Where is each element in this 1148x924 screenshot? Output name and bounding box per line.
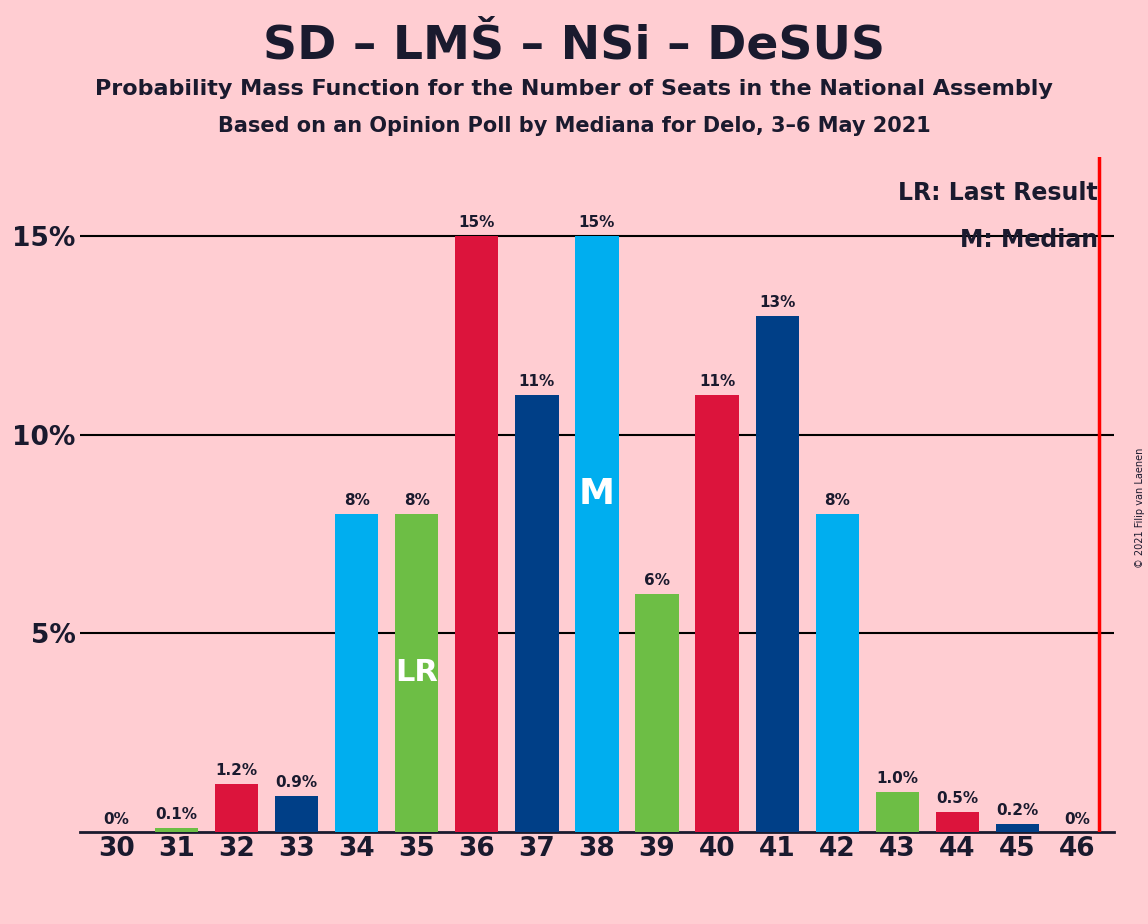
Bar xyxy=(335,514,379,832)
Text: 8%: 8% xyxy=(343,493,370,508)
Text: 13%: 13% xyxy=(759,295,796,310)
Text: 0.2%: 0.2% xyxy=(996,803,1039,818)
Bar xyxy=(276,796,318,832)
Bar xyxy=(995,823,1039,832)
Text: 11%: 11% xyxy=(699,374,735,389)
Bar xyxy=(456,237,498,832)
Bar xyxy=(575,237,619,832)
Text: M: M xyxy=(579,478,615,511)
Text: 0.5%: 0.5% xyxy=(937,791,978,806)
Text: 6%: 6% xyxy=(644,573,670,588)
Bar xyxy=(696,395,738,832)
Text: 1.0%: 1.0% xyxy=(876,771,918,786)
Bar xyxy=(155,828,199,832)
Text: 15%: 15% xyxy=(579,215,615,230)
Text: LR: Last Result: LR: Last Result xyxy=(899,181,1097,205)
Text: 0%: 0% xyxy=(1064,812,1091,827)
Bar xyxy=(876,792,918,832)
Text: © 2021 Filip van Laenen: © 2021 Filip van Laenen xyxy=(1134,448,1145,568)
Text: 11%: 11% xyxy=(519,374,554,389)
Text: 1.2%: 1.2% xyxy=(216,763,257,778)
Bar xyxy=(215,784,258,832)
Bar xyxy=(936,812,979,832)
Text: Probability Mass Function for the Number of Seats in the National Assembly: Probability Mass Function for the Number… xyxy=(95,79,1053,99)
Text: LR: LR xyxy=(395,659,439,687)
Bar xyxy=(395,514,439,832)
Text: 0%: 0% xyxy=(103,812,130,827)
Text: 0.9%: 0.9% xyxy=(276,775,318,790)
Bar xyxy=(815,514,859,832)
Text: Based on an Opinion Poll by Mediana for Delo, 3–6 May 2021: Based on an Opinion Poll by Mediana for … xyxy=(218,116,930,136)
Text: 0.1%: 0.1% xyxy=(155,807,197,821)
Text: 8%: 8% xyxy=(404,493,429,508)
Bar xyxy=(635,593,678,832)
Bar xyxy=(755,316,799,832)
Bar xyxy=(515,395,559,832)
Text: 15%: 15% xyxy=(459,215,495,230)
Text: SD – LMŠ – NSi – DeSUS: SD – LMŠ – NSi – DeSUS xyxy=(263,23,885,68)
Text: 8%: 8% xyxy=(824,493,851,508)
Text: M: Median: M: Median xyxy=(960,228,1097,252)
